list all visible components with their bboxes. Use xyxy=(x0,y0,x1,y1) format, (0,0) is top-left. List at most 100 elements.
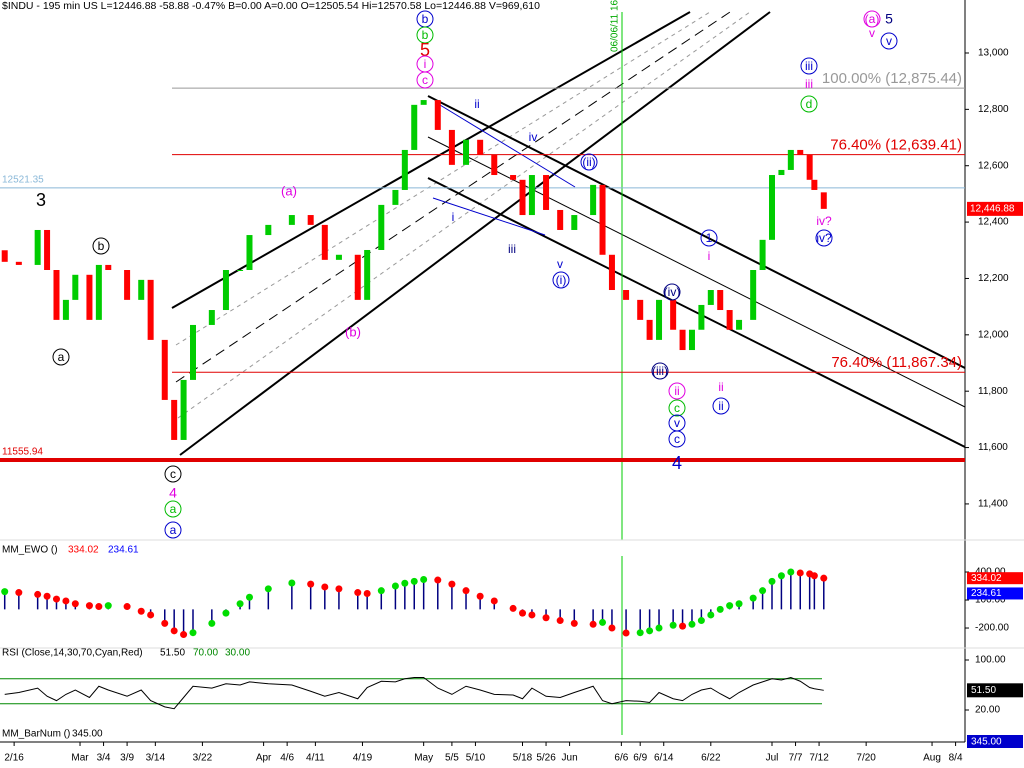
x-tick-label: 7/12 xyxy=(809,753,829,764)
panel-title: MM_EWO () xyxy=(2,545,58,556)
x-tick-label: 7/20 xyxy=(856,753,876,764)
readout-box xyxy=(967,735,1023,748)
x-tick-label: 8/4 xyxy=(949,753,963,764)
candle xyxy=(656,299,663,340)
y-tick-label: 12,000 xyxy=(978,329,1009,340)
ewo-point xyxy=(34,590,42,598)
annotation-circle xyxy=(815,229,833,247)
candle xyxy=(543,175,550,210)
ewo-point xyxy=(420,575,428,583)
header: $INDU - 195 min US L=12446.88 -58.88 -0.… xyxy=(2,0,540,12)
ewo-point xyxy=(236,600,244,608)
candle xyxy=(670,299,677,330)
ewo-point xyxy=(410,577,418,585)
ewo-point xyxy=(363,589,371,597)
ewo-point xyxy=(62,597,70,605)
ewo-point xyxy=(245,593,253,601)
wave-label: i xyxy=(708,249,711,263)
readout-label: 345.00 xyxy=(971,737,1002,748)
candle xyxy=(354,254,361,300)
ewo-point xyxy=(726,602,734,610)
annotation-circle xyxy=(52,348,70,366)
wave-label: a xyxy=(170,523,177,537)
candle xyxy=(72,274,79,300)
x-tick-label: 6/6 xyxy=(614,753,628,764)
channel-lines xyxy=(171,11,966,456)
candle xyxy=(44,229,51,270)
x-tick-label: Jul xyxy=(766,753,779,764)
ewo-point xyxy=(1,588,9,596)
level-label: 76.40% (11,867.34) xyxy=(831,354,962,371)
ewo-point xyxy=(646,627,654,635)
ewo-point xyxy=(335,585,343,593)
x-tick-label: Aug xyxy=(923,753,941,764)
wave-label: c xyxy=(422,73,428,87)
x-tick-label: Mar xyxy=(71,753,89,764)
candle xyxy=(590,184,597,216)
candle xyxy=(557,209,564,230)
ewo-point xyxy=(679,622,687,630)
annotation-circle xyxy=(800,95,818,113)
rsi-line xyxy=(4,676,824,710)
wave-label: 5 xyxy=(420,40,430,60)
wave-label: iii xyxy=(508,242,516,256)
ewo-point xyxy=(820,574,828,582)
readout-label: 51.50 xyxy=(971,685,996,696)
candle xyxy=(392,189,399,205)
annotation-circle xyxy=(164,465,182,483)
ewo-point xyxy=(599,618,607,626)
candle xyxy=(608,254,615,291)
readout: 30.00 xyxy=(225,648,250,659)
wave-label: (iii) xyxy=(652,364,668,378)
annotation-circle xyxy=(164,521,182,539)
annotation-circle xyxy=(164,500,182,518)
x-tick-label: 6/22 xyxy=(701,753,721,764)
annotation-circle xyxy=(416,71,434,89)
ewo-point xyxy=(208,619,216,627)
wave-label: (ii) xyxy=(582,155,595,169)
candle xyxy=(62,299,69,320)
wave-label: (b) xyxy=(345,324,361,339)
y-tick-label: 12,800 xyxy=(978,104,1009,115)
x-tick-label: 7/7 xyxy=(789,753,803,764)
x-tick-label: 3/14 xyxy=(146,753,166,764)
candle xyxy=(265,224,272,236)
timestamp: 06/06/11 16:05 xyxy=(610,0,621,52)
ewo-point xyxy=(697,617,705,625)
candle xyxy=(411,104,418,150)
candle xyxy=(237,270,244,271)
annotation-circle xyxy=(712,397,730,415)
candle xyxy=(736,319,743,330)
candle xyxy=(707,290,714,305)
wave-label: c xyxy=(674,432,680,446)
x-tick-label: 5/10 xyxy=(466,753,486,764)
candle xyxy=(364,249,371,300)
ewo-point xyxy=(161,619,169,627)
candle xyxy=(769,175,775,240)
y-tick-label: 20.00 xyxy=(975,705,1000,716)
annotation-circle xyxy=(668,382,686,400)
wave-label: (a) xyxy=(281,183,297,198)
ewo-point xyxy=(655,624,663,632)
wave-label: iv? xyxy=(816,214,832,228)
wave-label: ii xyxy=(718,399,723,413)
ewo-point xyxy=(735,600,743,608)
candle xyxy=(806,155,813,180)
ewo-point xyxy=(401,579,409,587)
candle xyxy=(637,299,644,320)
ewo-point xyxy=(796,569,804,577)
wave-label: 5 xyxy=(885,11,893,27)
ewo-point xyxy=(43,592,51,600)
wave-label: iii xyxy=(805,59,813,73)
candle xyxy=(750,270,757,320)
wave-label: (a) xyxy=(865,12,880,26)
x-tick-label: 3/22 xyxy=(193,753,213,764)
candle xyxy=(95,264,102,320)
candle xyxy=(726,310,733,330)
ewo-point xyxy=(448,580,456,588)
ewo-point xyxy=(222,609,230,617)
readout: 51.50 xyxy=(160,648,185,659)
candle xyxy=(321,224,328,260)
candle xyxy=(797,149,804,156)
